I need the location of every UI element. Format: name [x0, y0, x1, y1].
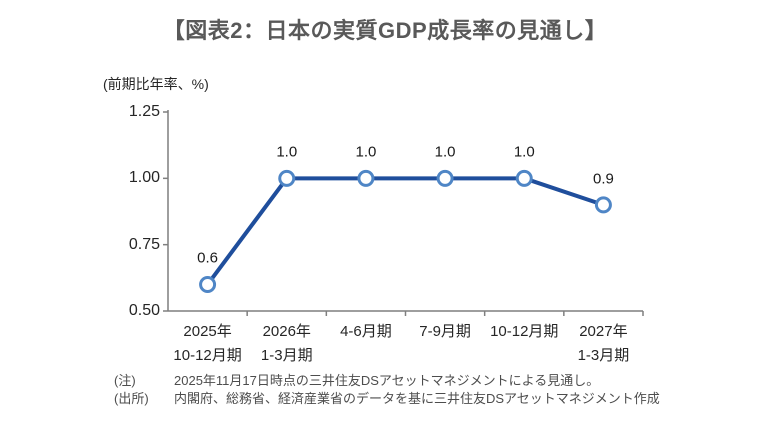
point-value-label: 1.0 — [434, 143, 456, 161]
x-tick-label: 2027年 1-3月期 — [578, 320, 630, 368]
x-tick-label: 4-6月期 — [340, 320, 392, 344]
note-label: (注) — [114, 373, 136, 388]
note-row: (注) 2025年11月17日時点の三井住友DSアセットマネジメントによる見通し… — [114, 372, 660, 390]
y-tick-label: 0.50 — [128, 302, 160, 319]
data-point-marker — [199, 275, 217, 293]
x-tick-label-line: 2027年 — [579, 323, 628, 340]
x-tick-label-line: 1-3月期 — [577, 347, 630, 364]
point-value-label: 0.9 — [592, 170, 614, 188]
note-text: 2025年11月17日時点の三井住友DSアセットマネジメントによる見通し。 — [174, 373, 600, 388]
x-tick-label-line: 10-12月期 — [490, 323, 559, 340]
x-tick-label: 7-9月期 — [419, 320, 471, 344]
footnotes: (注) 2025年11月17日時点の三井住友DSアセットマネジメントによる見通し… — [114, 372, 660, 408]
x-tick-label-line: 2025年 — [183, 323, 232, 340]
data-point-marker — [357, 169, 375, 187]
data-point-marker — [436, 169, 454, 187]
y-tick-label: 1.00 — [128, 169, 160, 187]
point-value-label: 1.0 — [276, 143, 298, 161]
x-tick-label: 10-12月期 — [490, 320, 558, 344]
source-row: (出所) 内閣府、総務省、経済産業省のデータを基に三井住友DSアセットマネジメン… — [114, 390, 660, 408]
x-tick-label: 2025年 10-12月期 — [173, 320, 241, 368]
data-point-marker — [278, 169, 296, 187]
chart-title: 【図表2：日本の実質GDP成長率の見通し】 — [162, 18, 608, 43]
data-point-marker — [594, 196, 612, 214]
source-text: 内閣府、総務省、経済産業省のデータを基に三井住友DSアセットマネジメント作成 — [174, 391, 660, 406]
x-tick-label-line: 2026年 — [262, 323, 311, 340]
y-tick-label: 1.25 — [128, 103, 160, 120]
x-tick-label-line: 7-9月期 — [419, 323, 471, 340]
x-tick-label-line: 1-3月期 — [260, 347, 313, 364]
x-tick-label-line: 10-12月期 — [173, 347, 242, 364]
y-tick-label: 0.75 — [128, 235, 160, 253]
source-label: (出所) — [114, 391, 149, 406]
point-value-label: 0.6 — [197, 249, 219, 267]
x-tick-label-line: 4-6月期 — [340, 323, 392, 340]
data-point-marker — [515, 169, 533, 187]
point-value-label: 1.0 — [513, 143, 535, 161]
gdp-series-line — [205, 176, 605, 286]
x-tick-label: 2026年 1-3月期 — [261, 320, 313, 368]
y-axis-unit-label: (前期比年率、%) — [103, 76, 209, 92]
point-value-label: 1.0 — [355, 143, 377, 161]
